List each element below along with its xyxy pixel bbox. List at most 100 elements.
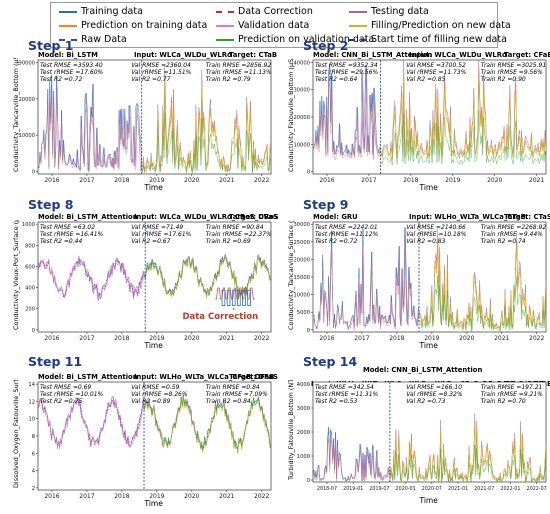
x-axis-label: Time <box>419 341 438 350</box>
x-tick-label: 2020-07 <box>422 486 442 492</box>
stat-line: Test RMSE =3593.40 <box>40 62 103 69</box>
y-tick-label: 10 <box>28 417 35 423</box>
x-tick-label: 2017 <box>79 177 94 184</box>
series-data-correction <box>215 287 255 300</box>
y-tick-label: 20000 <box>293 257 310 263</box>
legend-item-raw-data: Raw Data <box>59 34 127 45</box>
y-tick-label: 1000 <box>297 454 310 460</box>
x-tick-label: 2021-07 <box>474 486 494 492</box>
input-label: Input: WLHo_WLTa_WLCa_CTaB <box>409 213 526 221</box>
x-axis-label: Time <box>419 496 438 505</box>
stat-line: Val R2 =0.67 <box>131 238 171 245</box>
y-tick-label: 3000 <box>297 406 310 412</box>
x-axis-label: Time <box>144 499 163 508</box>
legend-swatch <box>216 24 234 27</box>
y-axis-label: Dissolved_Oxygen_Fatouville_Surface (mg.… <box>12 380 20 488</box>
legend-item-training: Training data <box>59 6 143 17</box>
series-filling-new-data <box>143 396 271 455</box>
stat-line: Test rRMSE =29.56% <box>315 69 379 76</box>
stat-line: Train RMSE =3025.91 <box>480 62 547 69</box>
stat-line: Val R2 =0.77 <box>131 76 171 83</box>
stat-line: Train RMSE =90.84 <box>205 224 264 231</box>
y-tick-label: 0 <box>32 170 35 176</box>
x-tick-label: 2018 <box>403 177 418 184</box>
y-axis-label: Turbidity_Fatouville_Bottom (NTU) <box>287 380 295 480</box>
y-axis-label: Conductivity_Vieux-Port_Surface (μS.cm⁻¹… <box>12 220 20 330</box>
plot-area <box>312 221 547 333</box>
stat-line: Test R2 =0.53 <box>315 398 358 405</box>
stat-line: Train rRMSE =7.09% <box>205 391 268 398</box>
y-axis-label: Conductivity_Fatouville_Bottom (μS.cm⁻¹) <box>287 58 295 172</box>
stat-line: Test R2 =0.44 <box>40 238 83 245</box>
legend-swatch <box>349 38 367 41</box>
stats-train: Train RMSE =197.21 Train rRMSE =9.21% Trai… <box>481 384 543 405</box>
x-tick-label: 2016 <box>319 177 334 184</box>
stat-line: Test RMSE =9352.34 <box>315 62 378 69</box>
plot-area <box>312 381 547 483</box>
x-tick-label: 2021-01 <box>448 486 468 492</box>
chart-panel-2: Step 2 Model: CNN_Bi_LSTM_Attention Input:… <box>275 36 550 192</box>
y-tick-label: 10000 <box>293 293 310 299</box>
x-axis-label: Time <box>144 341 163 350</box>
y-tick-label: 400 <box>25 286 35 292</box>
stat-line: Val R2 =0.85 <box>406 76 446 83</box>
stat-line: Val RMSE =2360.04 <box>131 62 191 69</box>
legend-swatch <box>59 38 77 41</box>
series-prediction-training <box>38 92 142 173</box>
stat-line: Val rRMSE =8.26% <box>131 391 188 398</box>
stat-line: Train R2 =0.90 <box>480 76 526 83</box>
step-title: Step 14 <box>303 354 358 369</box>
x-tick-label: 2020 <box>184 493 199 500</box>
series-validation-data <box>380 110 546 166</box>
x-tick-label: 2018 <box>114 335 129 342</box>
x-tick-label: 2022 <box>254 493 269 500</box>
x-tick-label: 2019 <box>445 177 460 184</box>
input-label: Input: WLCa_WLDu_WLRo <box>409 51 507 59</box>
series-validation-data <box>389 444 546 482</box>
stat-line: Test RMSE =0.69 <box>40 384 92 391</box>
y-tick-label: 800 <box>25 243 35 249</box>
target-label: Target: CFaB <box>504 51 550 59</box>
step-title: Step 11 <box>28 354 83 369</box>
series-validation-data <box>38 397 145 450</box>
stat-line: Val R2 =0.73 <box>406 398 446 405</box>
chart-canvas: 0 200 400 600 800 1000 2016 2017 2018 2019 2020 202… <box>22 221 272 342</box>
y-axis-label: Conductivity_Tancarville_Surface (μS.cm⁻… <box>287 220 295 330</box>
stats-test: Test RMSE =0.69 Test rRMSE =10.01% Test R2… <box>40 384 103 405</box>
x-tick-label: 2018 <box>114 493 129 500</box>
stat-line: Test rRMSE =10.01% <box>40 391 104 398</box>
x-tick-label: 2022 <box>529 335 544 342</box>
series-validation-data <box>418 275 546 332</box>
stat-line: Val rRMSE =11.73% <box>406 69 467 76</box>
x-tick-label: 2022-07 <box>527 486 547 492</box>
stat-line: Test rRMSE =11.31% <box>315 391 379 398</box>
x-tick-label: 2016 <box>44 335 59 342</box>
series-filling-new-data <box>144 255 271 299</box>
stat-line: Val rRMSE =17.61% <box>131 231 192 238</box>
x-tick-label: 2019-01 <box>343 486 363 492</box>
y-tick-label: 0 <box>307 170 310 176</box>
chart-panel-1: Step 1 Model: Bi_LSTM Input: WLCa_WLDu_WLR… <box>0 36 278 192</box>
chart-panel-4: Step 9 Model: GRU Input: WLHo_WLTa_WLCa_CT… <box>275 195 550 355</box>
input-label: Input: WLCa_WLDu_WLRo <box>134 51 232 59</box>
legend-item-prediction-validation: Prediction on validation data <box>216 34 374 45</box>
stat-line: Train RMSE =2856.92 <box>205 62 272 69</box>
x-tick-label: 2022 <box>254 335 269 342</box>
chart-legend: Training data Prediction on training dat… <box>50 2 511 48</box>
stat-line: Val R2 =0.89 <box>131 398 171 405</box>
stat-line: Test rRMSE =11.12% <box>315 231 379 238</box>
legend-item-data-correction: Data Correction <box>216 6 313 17</box>
stat-line: Test RMSE =2242.01 <box>315 224 378 231</box>
y-tick-label: 6 <box>32 451 35 457</box>
y-tick-label: 5000 <box>297 310 310 316</box>
chart-canvas: 0 5000 10000 15000 20000 25000 30000 2016 2017 20… <box>293 221 547 342</box>
stat-line: Val RMSE =2140.66 <box>406 224 466 231</box>
y-tick-label: 1000 <box>22 222 35 228</box>
step-title: Step 8 <box>28 197 74 212</box>
target-label: Target: CTaB <box>229 51 278 59</box>
x-tick-label: 2021 <box>494 335 509 342</box>
x-tick-label: 2016 <box>319 335 334 342</box>
legend-swatch <box>59 24 77 27</box>
stat-line: Test R2 =0.72 <box>40 76 83 83</box>
legend-swatch <box>349 10 367 13</box>
